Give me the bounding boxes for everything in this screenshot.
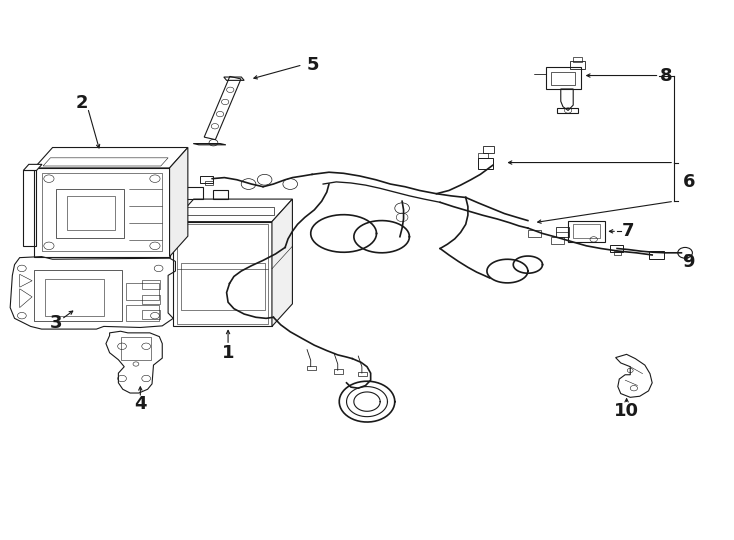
Bar [610, 245, 623, 252]
Bar [568, 220, 605, 242]
Bar [34, 270, 122, 321]
Polygon shape [170, 147, 188, 256]
Bar [358, 372, 367, 376]
Bar [573, 57, 582, 62]
Text: 3: 3 [50, 314, 62, 332]
Bar [46, 279, 103, 316]
Bar [183, 206, 275, 215]
Text: 10: 10 [614, 402, 639, 420]
Bar [650, 251, 664, 259]
Bar [177, 224, 269, 323]
Bar [142, 310, 160, 320]
Text: 8: 8 [659, 66, 672, 85]
Polygon shape [173, 199, 292, 221]
Bar [551, 237, 564, 244]
Bar [173, 221, 272, 326]
Text: 9: 9 [683, 253, 695, 271]
Text: 2: 2 [76, 94, 88, 112]
Polygon shape [272, 199, 292, 326]
Bar [142, 295, 160, 305]
Bar [42, 173, 162, 251]
Text: 5: 5 [307, 56, 319, 74]
Bar [200, 176, 214, 183]
Bar [307, 366, 316, 370]
Text: 1: 1 [222, 345, 234, 362]
Bar [334, 369, 343, 374]
Bar [205, 181, 214, 185]
Bar [482, 146, 494, 153]
Bar [573, 224, 600, 238]
Bar [614, 251, 622, 255]
Bar [546, 68, 581, 89]
Bar [557, 108, 578, 113]
Bar [142, 280, 160, 289]
Polygon shape [23, 164, 42, 171]
Bar [551, 72, 575, 85]
Bar [478, 153, 488, 158]
Bar [181, 263, 265, 310]
Bar [57, 189, 124, 238]
Bar [184, 187, 203, 199]
Bar [478, 158, 493, 169]
Bar [570, 61, 585, 69]
Text: 6: 6 [683, 173, 695, 191]
Bar [23, 171, 37, 246]
Bar [214, 190, 228, 199]
Bar [68, 196, 115, 229]
Bar [126, 284, 159, 300]
Polygon shape [34, 147, 188, 168]
Bar [120, 337, 151, 360]
Bar [126, 305, 159, 321]
Bar [528, 230, 541, 237]
Text: 4: 4 [134, 395, 147, 413]
Bar [556, 227, 569, 237]
Text: 7: 7 [622, 222, 634, 240]
